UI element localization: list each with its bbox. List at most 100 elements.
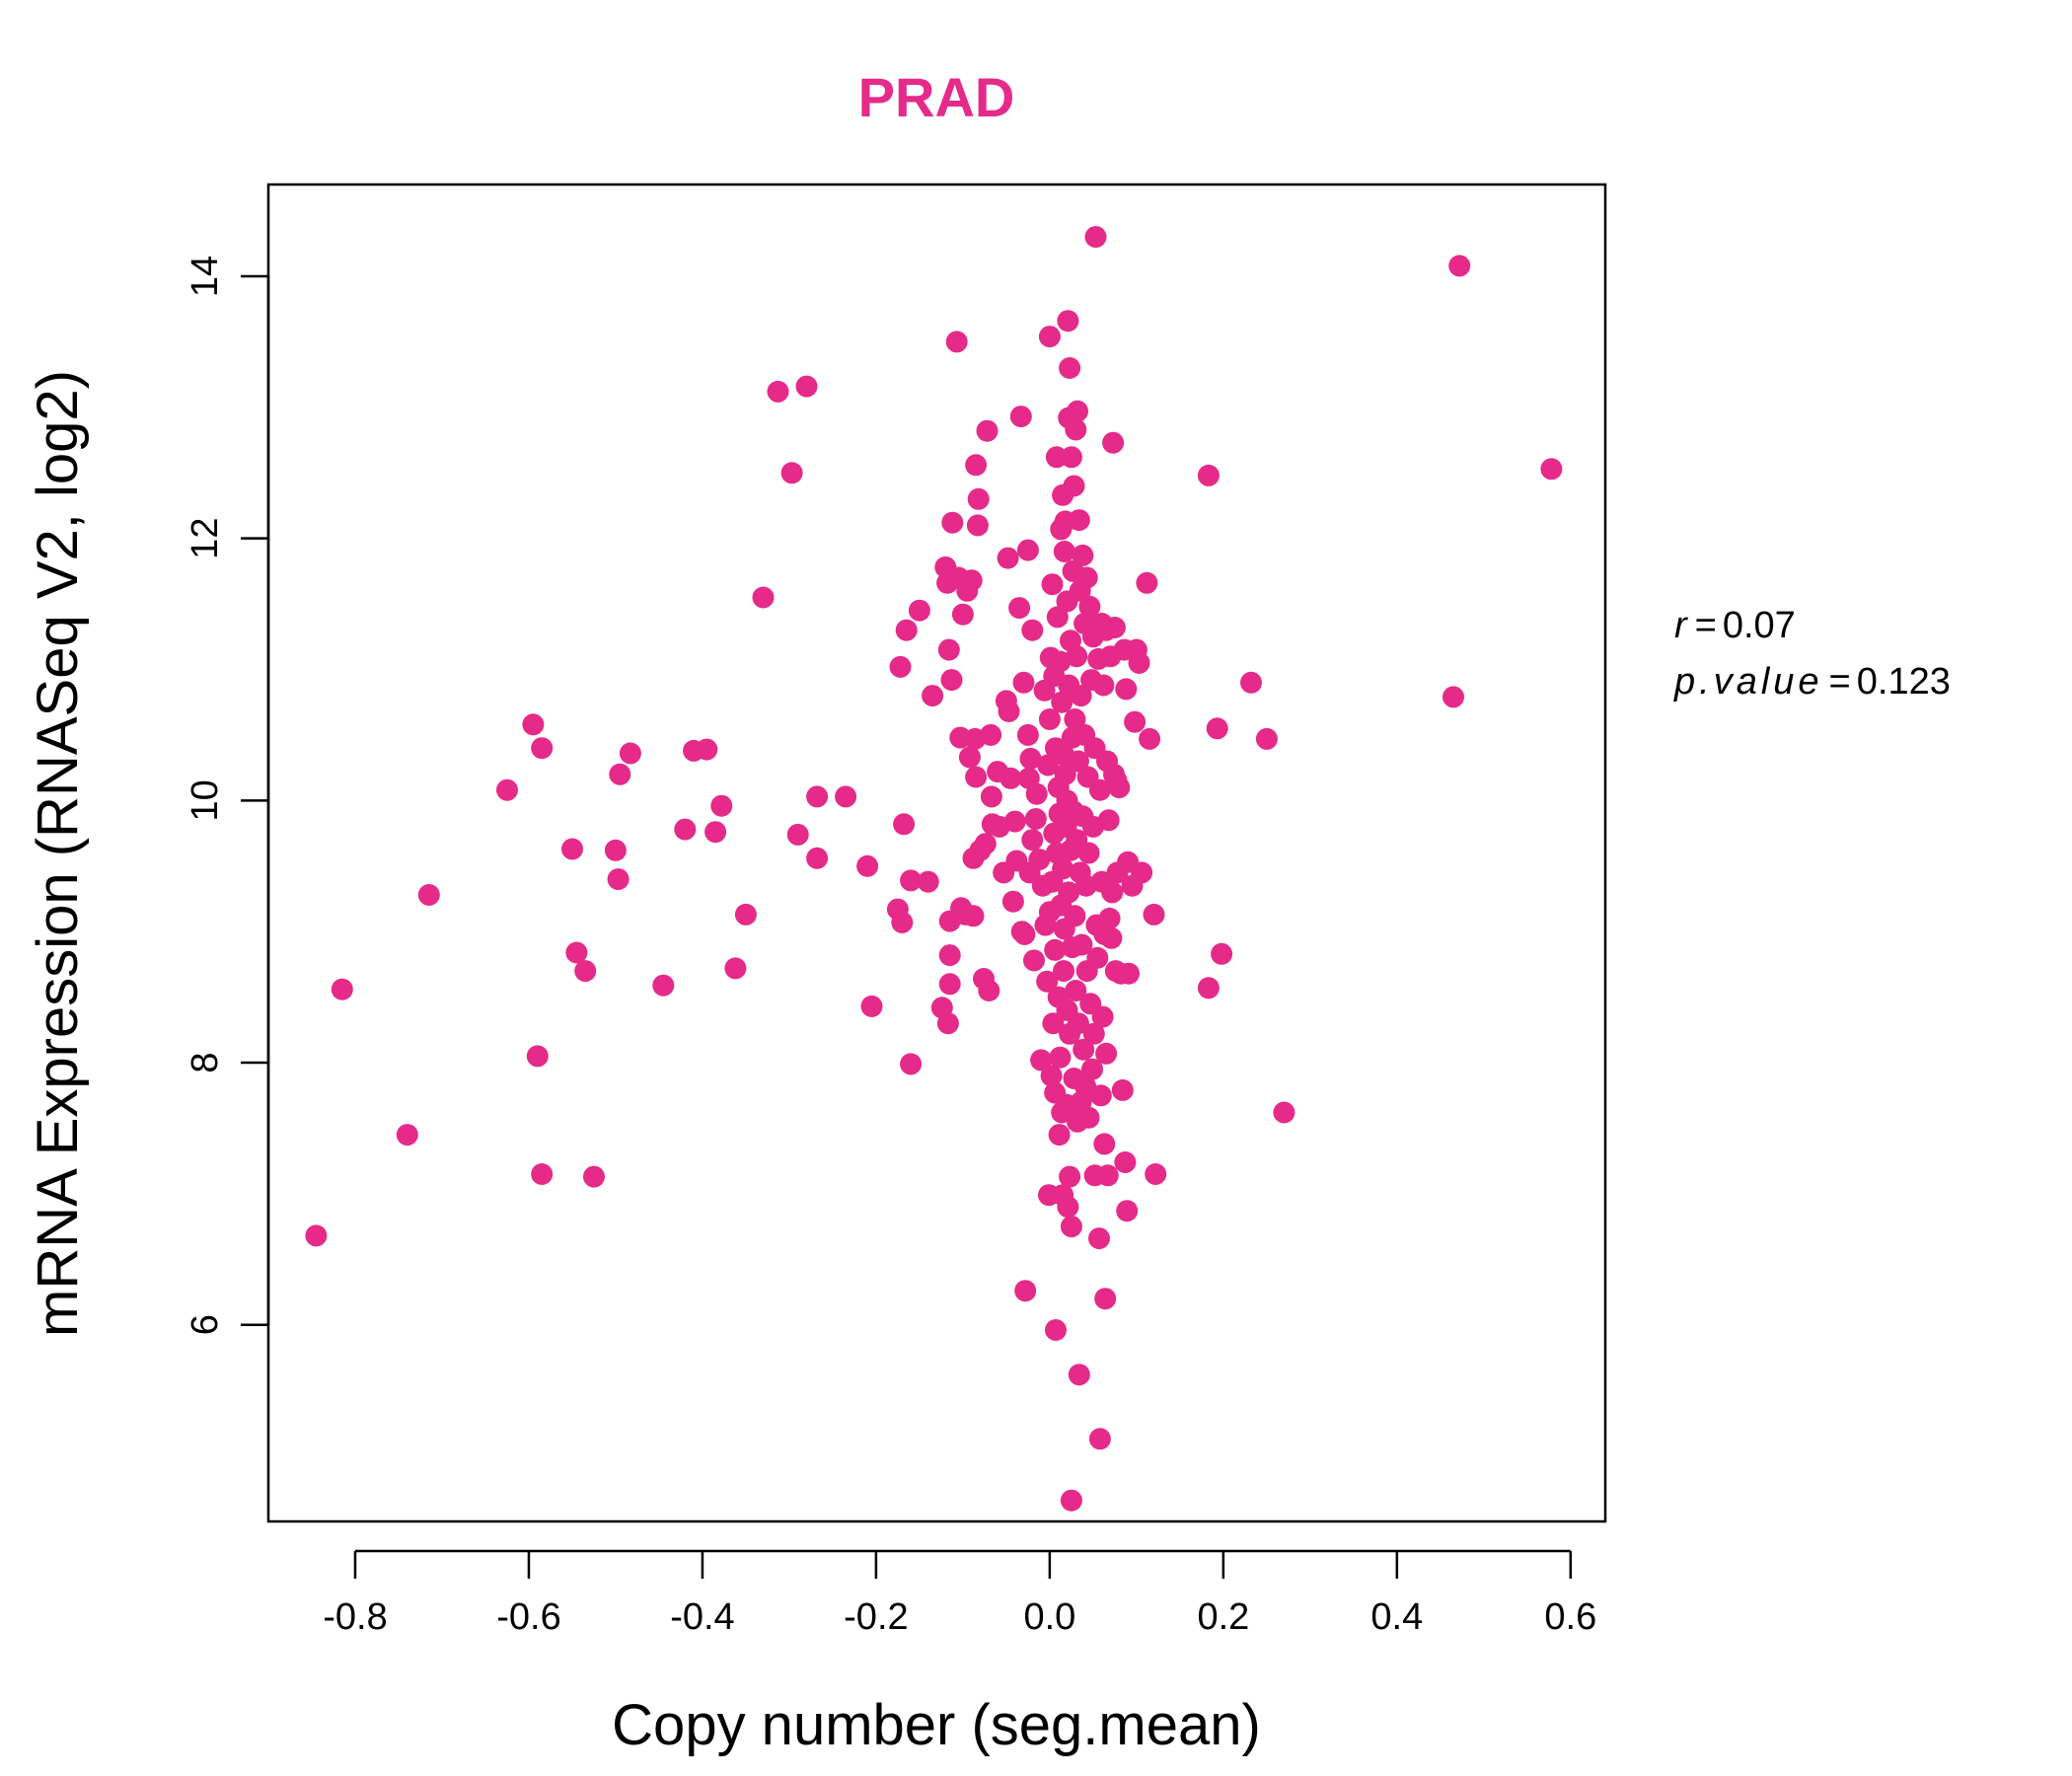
- data-point: [1021, 619, 1044, 641]
- data-point: [1041, 573, 1064, 596]
- data-point: [1082, 1022, 1105, 1045]
- y-tick-label: 12: [185, 518, 226, 559]
- data-point: [526, 1045, 549, 1068]
- data-point: [1073, 1038, 1095, 1061]
- data-point: [1025, 782, 1048, 805]
- data-point: [1071, 933, 1093, 956]
- data-point: [1051, 691, 1073, 713]
- data-point: [1049, 1046, 1072, 1069]
- data-point: [908, 599, 930, 622]
- data-point: [1021, 829, 1044, 851]
- data-point: [1091, 1005, 1114, 1028]
- data-point: [1086, 946, 1109, 969]
- data-point: [1030, 1049, 1053, 1072]
- data-point: [1046, 606, 1069, 629]
- data-point: [976, 419, 999, 442]
- x-tick-label: 0.4: [1370, 1596, 1423, 1638]
- data-point: [1443, 686, 1464, 708]
- data-point: [331, 978, 353, 1000]
- x-tick-label: 0.6: [1544, 1596, 1596, 1638]
- data-point: [561, 838, 583, 860]
- data-point: [1065, 980, 1087, 1001]
- chart-title: PRAD: [858, 66, 1015, 128]
- data-point: [305, 1224, 328, 1247]
- data-point: [997, 547, 1019, 569]
- data-point: [780, 462, 803, 484]
- data-point: [619, 742, 641, 765]
- data-point: [583, 1165, 605, 1188]
- data-point: [917, 870, 939, 893]
- data-point: [1057, 310, 1079, 333]
- data-point: [1063, 475, 1085, 497]
- data-point: [1024, 808, 1047, 830]
- data-point: [1060, 446, 1082, 469]
- data-point: [1044, 938, 1067, 961]
- data-point: [938, 944, 961, 967]
- data-point: [974, 833, 997, 855]
- data-point: [1040, 1065, 1063, 1087]
- data-point: [1003, 810, 1026, 833]
- y-tick-label: 10: [185, 779, 226, 821]
- data-point: [607, 868, 629, 891]
- data-point: [856, 854, 879, 877]
- data-point: [1053, 960, 1074, 983]
- data-point: [752, 586, 775, 609]
- data-point: [1016, 539, 1039, 561]
- data-point: [696, 738, 718, 761]
- data-point: [609, 763, 631, 785]
- r-value: 0.07: [1723, 605, 1796, 646]
- data-point: [1059, 357, 1081, 379]
- data-point: [1211, 942, 1233, 965]
- data-point: [965, 454, 988, 477]
- data-point: [1103, 617, 1126, 638]
- data-point: [1023, 949, 1045, 972]
- x-tick-label: -0.8: [323, 1596, 387, 1638]
- data-point: [1078, 595, 1101, 618]
- data-point: [1048, 1124, 1071, 1147]
- data-point: [1448, 255, 1471, 277]
- p-value: 0.123: [1857, 661, 1951, 703]
- data-point: [1016, 723, 1039, 746]
- plot-frame: [266, 183, 1607, 1523]
- data-point: [1089, 1084, 1112, 1107]
- data-point: [1136, 571, 1158, 594]
- data-point: [1128, 651, 1150, 674]
- data-point: [965, 766, 988, 788]
- data-point: [835, 785, 857, 808]
- data-point: [1108, 777, 1131, 799]
- data-point: [1540, 458, 1563, 481]
- data-point: [998, 701, 1020, 722]
- data-point: [1093, 1133, 1116, 1155]
- correlation-stats: r = 0.07 p.value = 0.123: [1673, 605, 1951, 703]
- data-point: [1092, 674, 1115, 697]
- data-point: [1042, 1012, 1065, 1035]
- data-point: [978, 980, 1000, 1001]
- data-point: [1131, 861, 1153, 884]
- data-point: [1064, 708, 1086, 730]
- data-point: [937, 638, 960, 661]
- data-point: [1101, 881, 1124, 904]
- data-point: [922, 685, 944, 707]
- data-point: [417, 884, 440, 906]
- data-point: [1049, 650, 1072, 673]
- data-point: [1077, 842, 1100, 864]
- data-point: [1036, 970, 1059, 993]
- data-point: [1096, 1164, 1119, 1187]
- data-point: [958, 746, 981, 769]
- data-point: [1045, 1319, 1067, 1341]
- data-point: [565, 941, 588, 964]
- data-point: [1102, 431, 1125, 454]
- data-point: [1067, 400, 1088, 422]
- data-point: [704, 821, 727, 844]
- data-point: [396, 1124, 418, 1147]
- data-point: [941, 511, 964, 534]
- p-stat-line: p.value = 0.123: [1673, 661, 1951, 703]
- data-point: [1065, 418, 1087, 441]
- data-point: [1014, 1280, 1037, 1302]
- data-point: [893, 813, 916, 836]
- data-point: [1143, 903, 1165, 925]
- data-point: [1081, 1058, 1103, 1080]
- data-point: [1116, 1200, 1139, 1222]
- data-point: [1001, 890, 1024, 913]
